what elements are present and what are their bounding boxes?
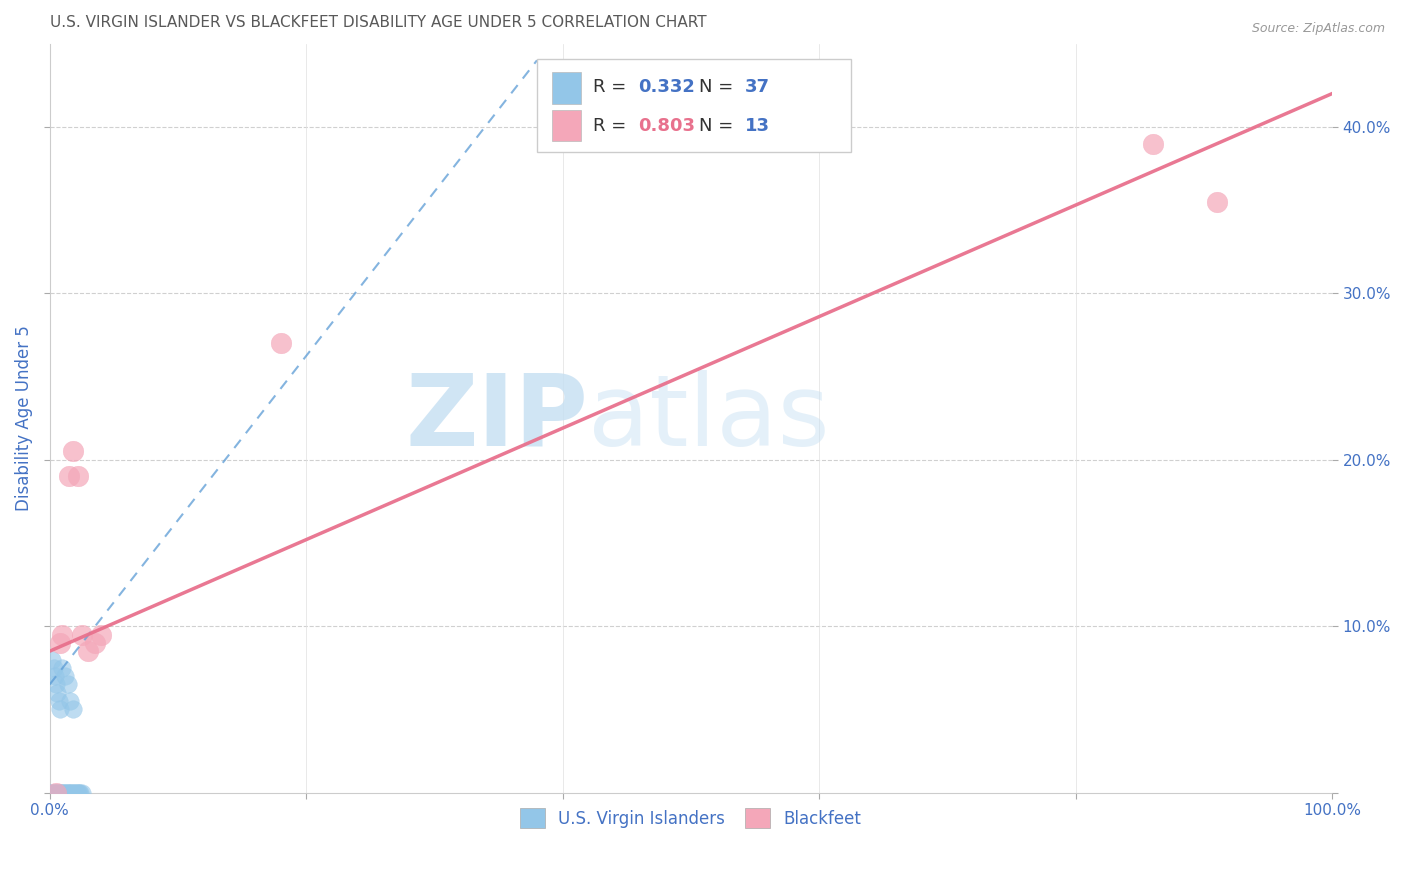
- Text: N =: N =: [699, 78, 738, 96]
- Text: Source: ZipAtlas.com: Source: ZipAtlas.com: [1251, 22, 1385, 36]
- Text: U.S. VIRGIN ISLANDER VS BLACKFEET DISABILITY AGE UNDER 5 CORRELATION CHART: U.S. VIRGIN ISLANDER VS BLACKFEET DISABI…: [49, 15, 706, 30]
- Point: [62, 786, 84, 800]
- Point: [1142, 136, 1164, 151]
- Text: 37: 37: [745, 78, 769, 96]
- Point: [77, 644, 100, 658]
- Point: [270, 336, 292, 351]
- Point: [45, 786, 67, 800]
- Text: atlas: atlas: [588, 369, 830, 467]
- Point: [70, 786, 93, 800]
- Point: [51, 786, 73, 800]
- Point: [49, 702, 72, 716]
- Point: [67, 786, 90, 800]
- Point: [70, 627, 93, 641]
- Point: [39, 786, 62, 800]
- Point: [56, 786, 79, 800]
- Point: [59, 786, 82, 800]
- Point: [46, 686, 69, 700]
- Point: [62, 444, 84, 458]
- Point: [51, 627, 73, 641]
- Point: [62, 702, 84, 716]
- Point: [44, 669, 66, 683]
- Point: [83, 636, 105, 650]
- Point: [52, 786, 75, 800]
- Point: [53, 669, 76, 683]
- Point: [49, 636, 72, 650]
- Point: [56, 677, 79, 691]
- FancyBboxPatch shape: [537, 59, 851, 153]
- Text: R =: R =: [593, 117, 633, 135]
- FancyBboxPatch shape: [553, 72, 581, 103]
- Point: [66, 786, 89, 800]
- Point: [58, 469, 80, 483]
- Point: [59, 694, 82, 708]
- Point: [66, 469, 89, 483]
- Point: [41, 652, 63, 666]
- Point: [1205, 194, 1227, 209]
- Text: N =: N =: [699, 117, 738, 135]
- Point: [55, 786, 77, 800]
- Text: 0.332: 0.332: [638, 78, 695, 96]
- Point: [60, 786, 83, 800]
- Text: R =: R =: [593, 78, 633, 96]
- Point: [45, 677, 67, 691]
- Point: [58, 786, 80, 800]
- Point: [65, 786, 87, 800]
- FancyBboxPatch shape: [553, 110, 581, 141]
- Point: [48, 786, 70, 800]
- Point: [53, 786, 76, 800]
- Legend: U.S. Virgin Islanders, Blackfeet: U.S. Virgin Islanders, Blackfeet: [512, 800, 870, 837]
- Point: [41, 786, 63, 800]
- Point: [69, 786, 91, 800]
- Point: [42, 786, 65, 800]
- Point: [51, 661, 73, 675]
- Text: 0.803: 0.803: [638, 117, 696, 135]
- Point: [46, 786, 69, 800]
- Point: [44, 786, 66, 800]
- Point: [49, 786, 72, 800]
- Text: ZIP: ZIP: [405, 369, 588, 467]
- Y-axis label: Disability Age Under 5: Disability Age Under 5: [15, 326, 32, 511]
- Point: [51, 786, 73, 800]
- Text: 13: 13: [745, 117, 769, 135]
- Point: [42, 661, 65, 675]
- Point: [45, 786, 67, 800]
- Point: [90, 627, 112, 641]
- Point: [48, 694, 70, 708]
- Point: [65, 786, 87, 800]
- Point: [63, 786, 86, 800]
